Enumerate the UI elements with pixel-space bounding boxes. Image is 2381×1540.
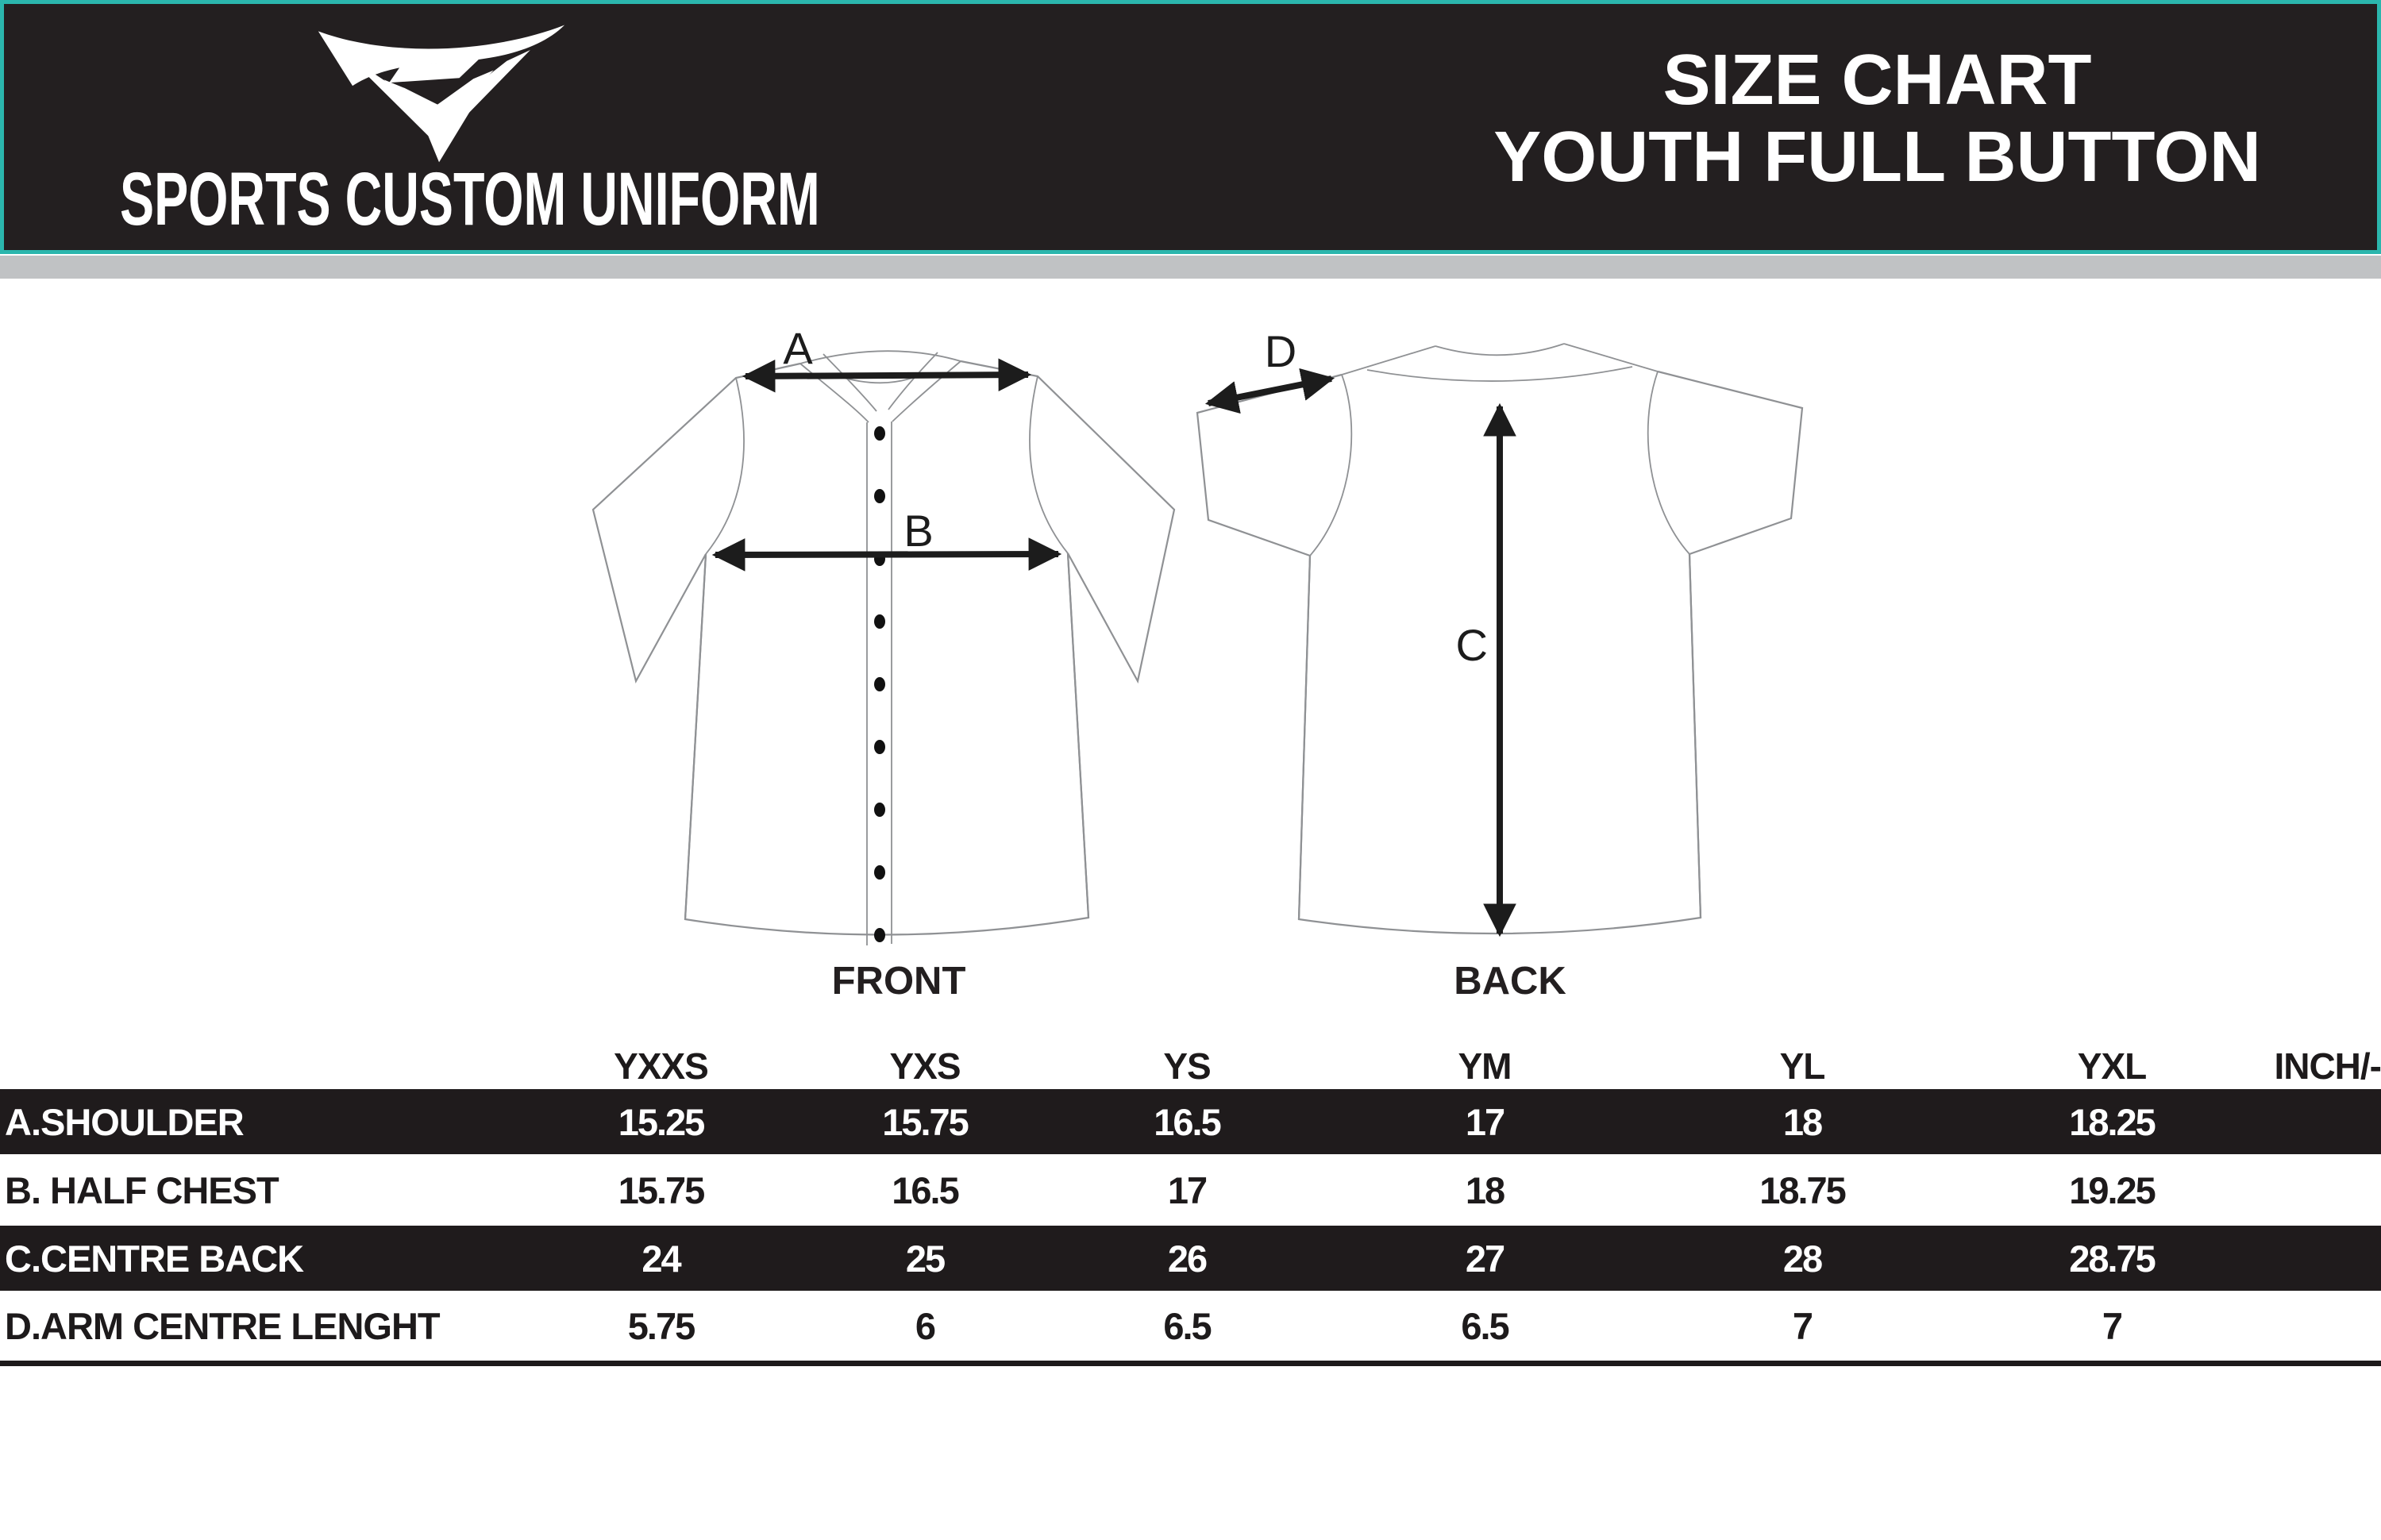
empty-unit-cell	[2267, 1226, 2381, 1291]
size-col-header: YL	[1779, 1045, 1826, 1087]
size-value-cell: 18.25	[2069, 1100, 2156, 1143]
size-value-cell: 16.5	[892, 1168, 959, 1211]
size-value-cell: 6	[915, 1304, 936, 1347]
size-value-cell: 6.5	[1163, 1304, 1212, 1347]
size-value-cell: 15.75	[882, 1100, 969, 1143]
front-caption: FRONT	[832, 960, 966, 1003]
size-value-cell: 18.75	[1759, 1168, 1847, 1211]
button-dots	[874, 426, 885, 942]
table-stripe-row-a	[0, 1089, 2381, 1154]
measurement-row-label: D.ARM CENTRE LENGHT	[5, 1304, 441, 1347]
size-col-header: YXL	[2077, 1045, 2147, 1087]
size-value-cell: 17	[1167, 1168, 1208, 1211]
size-value-cell: 28	[1782, 1237, 1823, 1280]
title-line-1: SIZE CHART	[1662, 40, 2092, 120]
size-value-cell: 26	[1167, 1237, 1208, 1280]
empty-unit-cell	[2267, 1089, 2381, 1154]
size-value-cell: 7	[2102, 1304, 2123, 1347]
size-col-header: YM	[1458, 1045, 1512, 1087]
size-value-cell: 6.5	[1461, 1304, 1509, 1347]
page-title: SIZE CHART YOUTH FULL BUTTON	[1370, 42, 2381, 196]
size-table: YXXS YXS YS YM YL YXL INCH/- A.SHOULDER …	[0, 1045, 2381, 1361]
measurement-diagram: A B C D FRONT BACK	[591, 323, 1804, 1003]
half-chest-arrow-b	[711, 537, 1062, 572]
size-value-cell: 24	[641, 1237, 681, 1280]
size-value-cell: 18	[1782, 1100, 1823, 1143]
measurement-row-label: C.CENTRE BACK	[5, 1237, 304, 1280]
size-value-cell: 25	[905, 1237, 946, 1280]
title-line-2: YOUTH FULL BUTTON	[1493, 117, 2261, 197]
brand-triangle-logo-icon	[318, 25, 565, 163]
arrow-label-b: B	[903, 506, 933, 556]
brand-header: SPORTS CUSTOM UNIFORM SIZE CHART YOUTH F…	[0, 0, 2381, 254]
size-value-cell: 28.75	[2069, 1237, 2156, 1280]
arrow-label-d: D	[1265, 326, 1296, 376]
size-value-cell: 16.5	[1154, 1100, 1221, 1143]
size-value-cell: 19.25	[2069, 1168, 2156, 1211]
brand-name: SPORTS CUSTOM UNIFORM	[120, 157, 820, 241]
size-value-cell: 27	[1465, 1237, 1505, 1280]
front-jersey-drawing	[591, 350, 1176, 945]
bottom-divider	[0, 1361, 2381, 1366]
size-value-cell: 15.25	[618, 1100, 706, 1143]
size-value-cell: 5.75	[627, 1304, 695, 1347]
empty-unit-cell	[2267, 1154, 2381, 1226]
size-value-cell: 17	[1465, 1100, 1505, 1143]
arm-centre-arrow-d	[1204, 368, 1335, 414]
button-placket	[866, 422, 892, 945]
unit-header: INCH/-	[2274, 1045, 2381, 1087]
size-col-header: YXS	[889, 1045, 961, 1087]
table-stripe-row-c	[0, 1226, 2381, 1291]
accent-gray-bar	[0, 256, 2381, 279]
size-col-header: YS	[1163, 1045, 1211, 1087]
arrow-label-c: C	[1456, 620, 1488, 670]
corner-cell	[0, 1054, 524, 1089]
size-col-header: YXXS	[614, 1045, 709, 1087]
measurement-row-label: B. HALF CHEST	[5, 1168, 279, 1211]
size-value-cell: 7	[1792, 1304, 1813, 1347]
measurement-row-label: A.SHOULDER	[5, 1100, 245, 1143]
empty-unit-cell	[2267, 1291, 2381, 1361]
arrow-label-a: A	[783, 323, 813, 373]
size-value-cell: 18	[1465, 1168, 1505, 1211]
back-caption: BACK	[1454, 960, 1566, 1003]
shoulder-arrow-a	[742, 358, 1032, 393]
size-value-cell: 15.75	[618, 1168, 706, 1211]
